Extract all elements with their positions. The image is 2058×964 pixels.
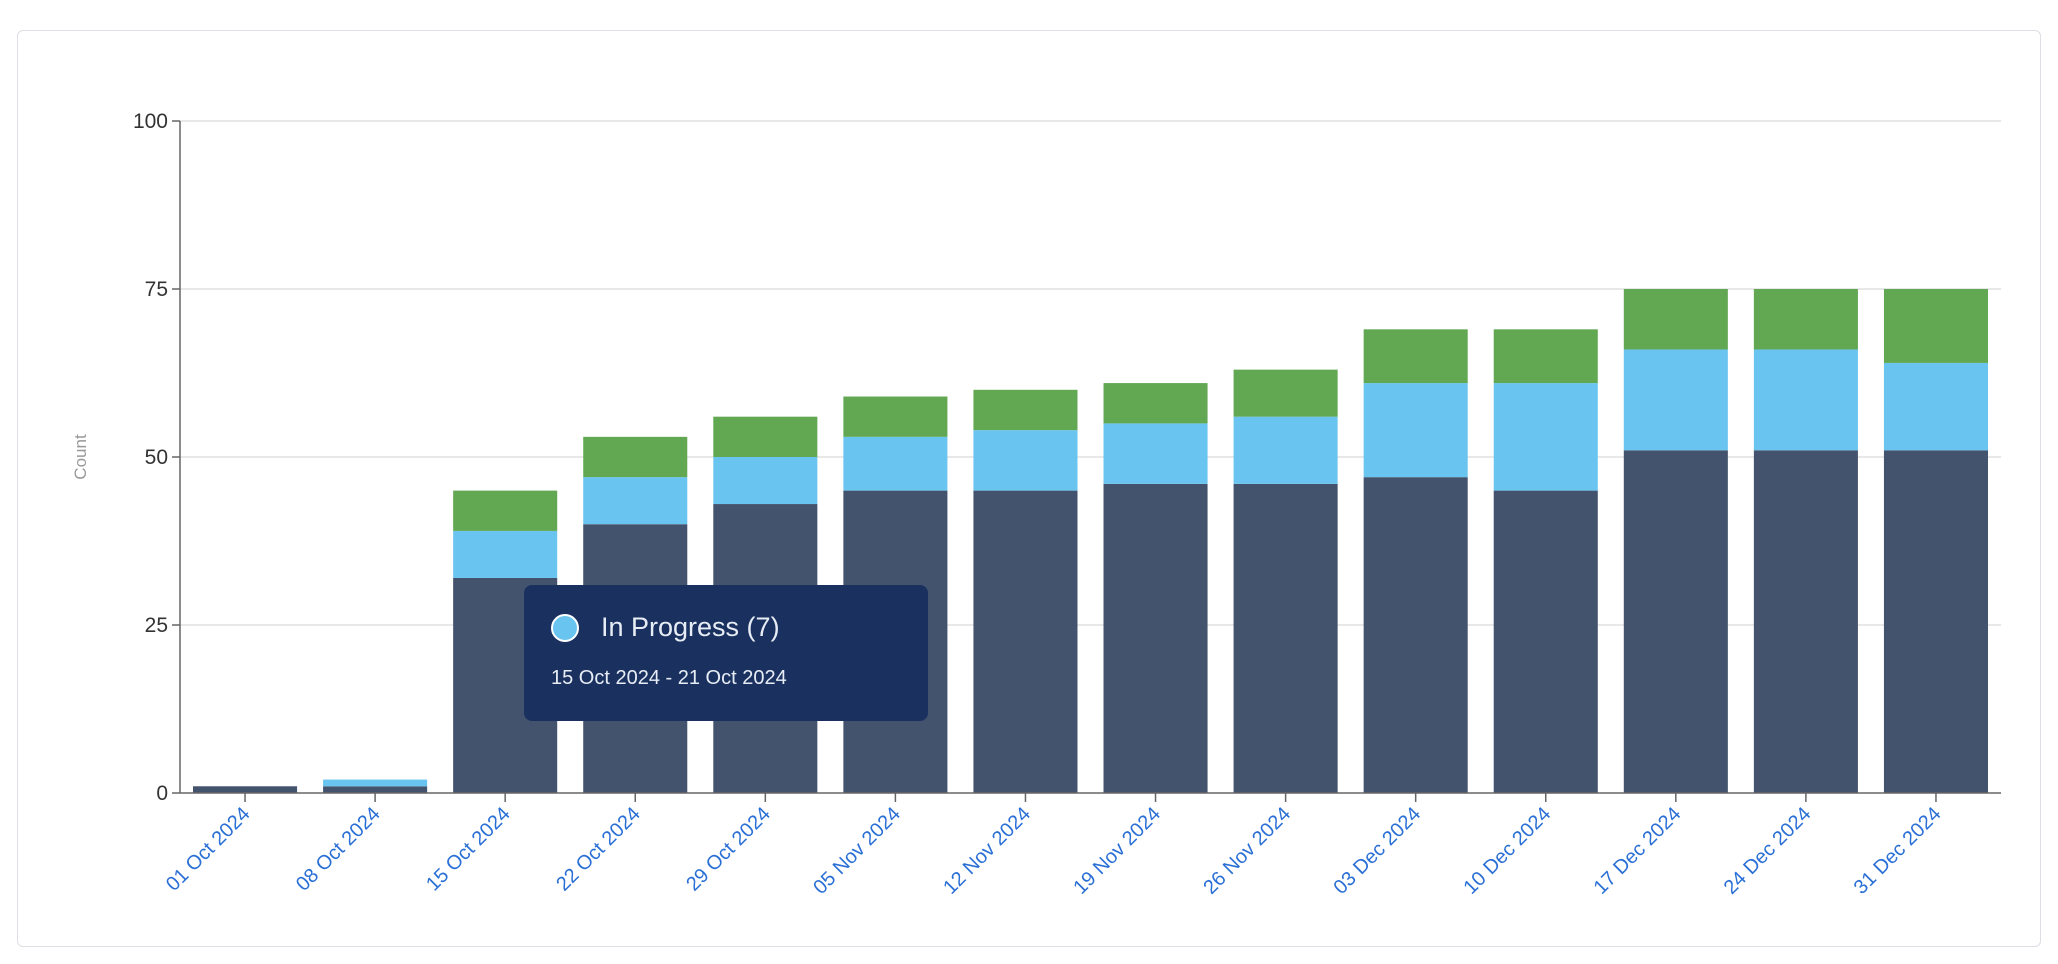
bar-segment bbox=[583, 477, 688, 525]
tooltip-title: In Progress (7) bbox=[601, 612, 780, 642]
x-tick-label: 31 Dec 2024 bbox=[1850, 803, 1946, 899]
x-tick-label: 22 Oct 2024 bbox=[552, 803, 645, 896]
bar-segment bbox=[1753, 349, 1858, 451]
bar-segment bbox=[973, 430, 1078, 491]
x-tick-label: 03 Dec 2024 bbox=[1329, 803, 1425, 899]
bar-segment bbox=[973, 389, 1078, 431]
bar-segment bbox=[453, 490, 558, 531]
bar-segment bbox=[583, 436, 688, 478]
x-tick-label: 08 Oct 2024 bbox=[292, 803, 385, 896]
bar-segment bbox=[1883, 450, 1988, 793]
tooltip-date-range: 15 Oct 2024 - 21 Oct 2024 bbox=[551, 667, 787, 689]
bar-segment bbox=[1623, 450, 1728, 793]
bar-segment bbox=[713, 416, 818, 457]
bar-segment bbox=[973, 490, 1078, 793]
x-tick-label: 26 Nov 2024 bbox=[1199, 803, 1295, 899]
x-tick-label: 01 Oct 2024 bbox=[162, 803, 255, 896]
x-tick-label: 12 Nov 2024 bbox=[939, 803, 1035, 899]
bar-segment bbox=[843, 436, 948, 491]
bar-segment bbox=[1233, 416, 1338, 484]
bar-segment bbox=[1623, 349, 1728, 451]
bar-segment bbox=[1103, 383, 1208, 424]
x-tick-label: 17 Dec 2024 bbox=[1590, 803, 1686, 899]
bar-segment bbox=[1363, 477, 1468, 793]
x-tick-label: 29 Oct 2024 bbox=[682, 803, 775, 896]
bar-segment bbox=[453, 530, 558, 578]
bar-segment bbox=[1233, 483, 1338, 793]
y-tick-label: 100 bbox=[133, 110, 168, 133]
bar-segment bbox=[323, 779, 428, 787]
bar-segment bbox=[1103, 483, 1208, 793]
bar-segment bbox=[323, 786, 428, 793]
x-tick-label: 15 Oct 2024 bbox=[422, 803, 515, 896]
y-tick-label: 75 bbox=[145, 278, 168, 301]
x-tick-label: 19 Nov 2024 bbox=[1069, 803, 1165, 899]
y-axis-title: Count bbox=[71, 434, 90, 480]
bar-segment bbox=[843, 396, 948, 437]
y-tick-label: 25 bbox=[145, 614, 168, 637]
bar-segment bbox=[713, 457, 818, 505]
bar-segment bbox=[1883, 289, 1988, 363]
bar-segment bbox=[1103, 423, 1208, 484]
bar-segment bbox=[1623, 289, 1728, 350]
tooltip: In Progress (7) 15 Oct 2024 - 21 Oct 202… bbox=[524, 585, 928, 721]
bar-segment bbox=[193, 786, 298, 793]
series-color-dot-icon bbox=[551, 614, 579, 642]
bar-segment bbox=[1883, 362, 1988, 451]
bar-segment bbox=[1753, 450, 1858, 793]
x-tick-label: 24 Dec 2024 bbox=[1720, 803, 1816, 899]
y-tick-label: 50 bbox=[145, 446, 168, 469]
x-tick-label: 05 Nov 2024 bbox=[809, 803, 905, 899]
bar-segment bbox=[1233, 369, 1338, 417]
y-tick-label: 0 bbox=[156, 782, 168, 805]
x-tick-label: 10 Dec 2024 bbox=[1460, 803, 1556, 899]
bar-segment bbox=[1493, 329, 1598, 384]
bar-segment bbox=[1753, 289, 1858, 350]
bar-segment bbox=[1363, 329, 1468, 384]
bar-segment bbox=[1493, 490, 1598, 793]
bar-segment bbox=[1493, 383, 1598, 491]
bar-segment bbox=[1363, 383, 1468, 478]
